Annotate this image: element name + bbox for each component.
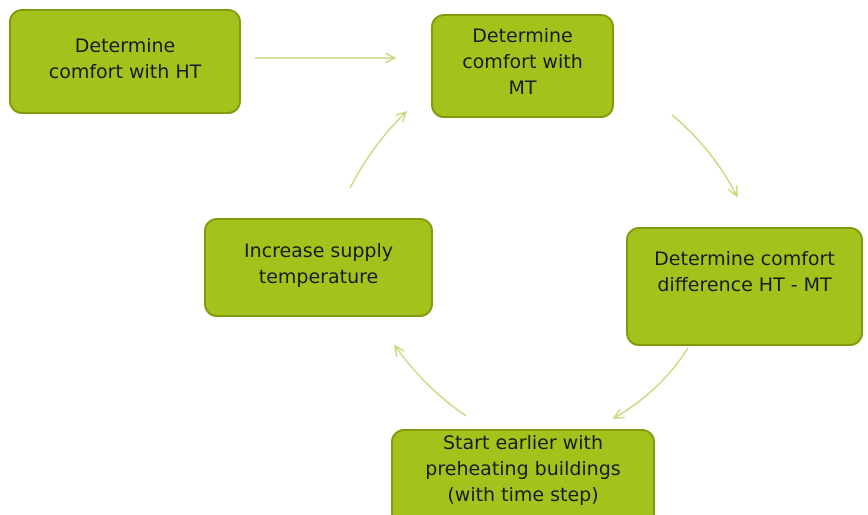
node-label: Determine comfort difference HT - MT xyxy=(654,248,835,296)
node-label: Start earlier with preheating buildings (w… xyxy=(425,432,620,506)
node-label: Determine comfort with MT xyxy=(462,25,583,99)
node-label-line: comfort with xyxy=(462,51,583,73)
node-label-line: Determine xyxy=(75,35,175,57)
node-label-line: Increase supply xyxy=(244,240,393,262)
node-box xyxy=(204,218,433,317)
arrow xyxy=(614,347,689,418)
node-label-line: comfort with HT xyxy=(49,61,202,83)
node-label-line: temperature xyxy=(259,266,378,288)
node-label-line: MT xyxy=(509,77,537,99)
node-label: Determine comfort with HT xyxy=(49,35,202,83)
arrow xyxy=(671,114,737,196)
arrow xyxy=(349,112,406,189)
node-box xyxy=(391,429,655,515)
node-label-line: Determine xyxy=(472,25,572,47)
node-label-line: Determine comfort xyxy=(654,248,835,270)
node-label-line: preheating buildings xyxy=(425,458,620,480)
node-box xyxy=(431,14,614,118)
node-box xyxy=(626,227,863,346)
node-box xyxy=(9,9,241,114)
node-label-line: Start earlier with xyxy=(443,432,603,454)
node-label-line: difference HT - MT xyxy=(657,274,832,296)
arrow xyxy=(395,346,467,417)
node-label-line: (with time step) xyxy=(447,484,598,506)
node-label: Increase supply temperature xyxy=(244,240,393,288)
